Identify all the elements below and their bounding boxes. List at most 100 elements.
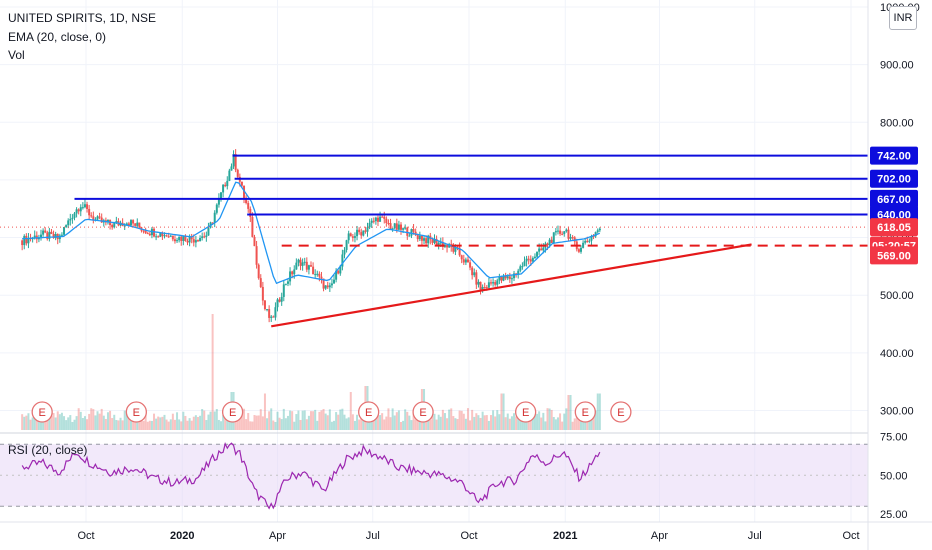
volume-legend[interactable]: Vol — [8, 48, 25, 62]
candle-body — [25, 235, 28, 244]
volume-bar — [320, 410, 323, 430]
volume-bar — [217, 419, 220, 430]
volume-bar — [138, 419, 141, 430]
candle-body — [538, 248, 541, 252]
candle-body — [351, 236, 354, 238]
candle-body — [220, 192, 222, 199]
volume-bar — [190, 420, 193, 430]
candle-body — [249, 208, 252, 217]
volume-bar — [215, 409, 218, 430]
candle-body — [65, 225, 68, 227]
volume-bar — [517, 412, 520, 430]
price-label-box — [870, 218, 918, 237]
volume-bar — [73, 419, 76, 430]
volume-bar — [586, 418, 589, 430]
volume-bar — [496, 410, 499, 430]
candle-body — [48, 231, 51, 239]
price-label-text: 667.00 — [877, 194, 911, 206]
volume-bar — [596, 393, 599, 430]
volume-bar — [441, 409, 444, 430]
volume-bar — [142, 420, 145, 430]
earnings-circle — [31, 401, 53, 423]
candle-body — [320, 276, 323, 279]
volume-bar — [249, 421, 252, 430]
last_price-price-label: 618.05 — [870, 218, 918, 237]
candle-body — [299, 259, 302, 266]
candle-body — [387, 222, 390, 224]
candle-body — [385, 218, 388, 223]
volume-bar — [29, 419, 32, 430]
volume-bar — [383, 419, 386, 430]
candle-body — [100, 217, 103, 223]
volume-bar — [299, 419, 302, 430]
volume-bar — [255, 415, 258, 430]
candle-body — [358, 229, 361, 233]
volume-bar — [119, 417, 122, 430]
candle-body — [362, 230, 365, 236]
candle-body — [52, 234, 55, 238]
candle-body — [289, 271, 292, 282]
candle-body — [127, 223, 130, 226]
candle-body — [171, 235, 174, 240]
volume-bar — [201, 409, 204, 430]
candle-body — [506, 276, 509, 279]
candle-body — [274, 307, 277, 318]
candle-body — [343, 249, 346, 255]
candle-body — [322, 278, 325, 289]
volume-bar — [429, 419, 432, 430]
candle-body — [592, 236, 595, 238]
volume-bar — [536, 413, 539, 430]
ema-legend[interactable]: EMA (20, close, 0) — [8, 30, 107, 44]
candle-body — [295, 262, 298, 270]
candle-body — [50, 231, 53, 235]
candle-body — [563, 231, 566, 234]
candle-body — [192, 239, 195, 243]
candle-body — [504, 276, 507, 279]
volume-bar — [157, 416, 160, 430]
volume-bar — [109, 410, 112, 430]
candle-body — [372, 220, 375, 222]
candle-body — [134, 223, 137, 226]
volume-bar — [479, 417, 482, 430]
volume-bar — [75, 416, 78, 430]
candle-body — [217, 198, 220, 205]
volume-bar — [464, 418, 467, 430]
candle-body — [443, 244, 446, 247]
candle-body — [370, 220, 373, 223]
volume-bar — [222, 415, 225, 430]
candle-body — [280, 296, 283, 302]
volume-bar — [284, 418, 287, 430]
x-tick-label: Oct — [460, 530, 477, 542]
candles — [21, 149, 601, 323]
volume-bar — [310, 411, 312, 430]
volume-bar — [580, 416, 582, 430]
candle-body — [318, 273, 321, 277]
candle-body — [69, 218, 72, 221]
volume-bar — [402, 420, 405, 430]
currency-button[interactable]: INR — [889, 6, 917, 30]
volume-bar — [525, 417, 528, 430]
grid — [0, 0, 868, 522]
volume-bar — [86, 419, 89, 430]
rsi-legend[interactable]: RSI (20, close) — [8, 443, 88, 457]
volume-bar — [577, 413, 580, 430]
symbol-legend[interactable]: UNITED SPIRITS, 1D, NSE — [8, 11, 157, 25]
candle-body — [257, 264, 260, 279]
volume-bar — [425, 417, 428, 430]
volume-bar — [410, 420, 413, 430]
volume-bar — [360, 415, 363, 430]
price-label-box — [870, 169, 918, 188]
candle-body — [452, 247, 455, 252]
candle-body — [353, 236, 356, 238]
volume-bar — [550, 409, 553, 430]
candle-body — [83, 204, 86, 208]
volume-bars — [21, 314, 601, 430]
volume-bar — [173, 419, 176, 430]
candle-body — [259, 278, 262, 287]
candle-body — [513, 273, 516, 279]
candle-body — [245, 197, 248, 204]
candle-body — [282, 284, 285, 297]
volume-bar — [521, 415, 524, 430]
candle-body — [395, 223, 398, 230]
